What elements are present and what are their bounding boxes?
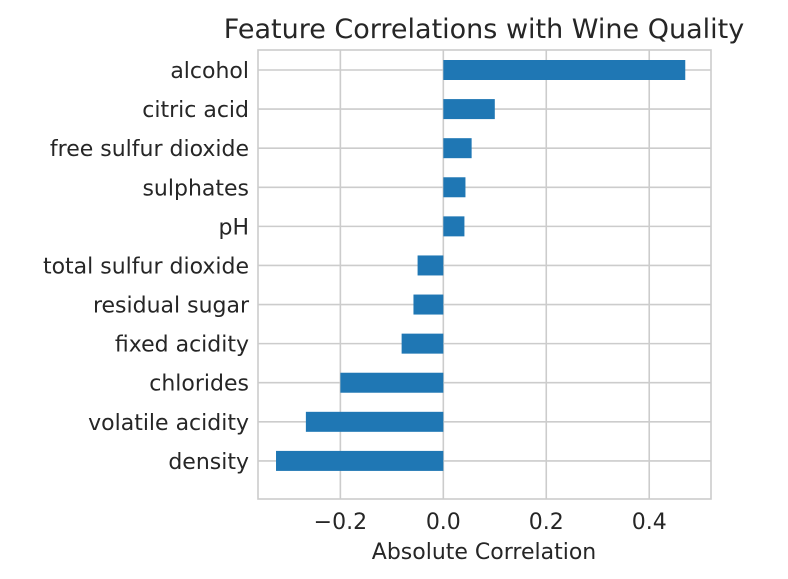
y-tick-label: sulphates [142, 176, 249, 201]
chart-title: Feature Correlations with Wine Quality [224, 14, 744, 45]
y-tick-label: residual sugar [93, 294, 250, 319]
x-tick-label: 0.0 [426, 510, 461, 535]
x-tick-label: 0.4 [632, 510, 667, 535]
bar [443, 177, 466, 198]
plot-frame [257, 49, 712, 500]
bar [305, 411, 444, 432]
y-tick-label: citric acid [142, 98, 249, 123]
bar [443, 216, 465, 237]
y-tick-label: alcohol [170, 59, 249, 84]
bar-layer [276, 60, 686, 471]
x-tick-label: −0.2 [314, 510, 367, 535]
bar [413, 294, 444, 315]
bar [401, 333, 444, 354]
y-tick-labels: alcohol citric acid free sulfur dioxide sul… [43, 59, 250, 475]
bar [443, 99, 495, 120]
bar [443, 60, 686, 80]
y-tick-label: fixed acidity [115, 333, 249, 358]
bar [340, 372, 444, 393]
y-tick-label: pH [218, 215, 249, 240]
y-tick-label: volatile acidity [88, 411, 249, 436]
bar [276, 450, 444, 471]
bar [443, 138, 472, 159]
y-tick-label: chlorides [149, 372, 249, 397]
x-tick-labels: −0.2 0.0 0.2 0.4 [314, 510, 667, 535]
y-tick-label: total sulfur dioxide [43, 254, 249, 279]
y-tick-label: density [168, 450, 249, 475]
x-axis-label: Absolute Correlation [372, 540, 596, 565]
x-tick-label: 0.2 [529, 510, 564, 535]
y-tick-label: free sulfur dioxide [50, 137, 249, 162]
bar [417, 255, 444, 276]
